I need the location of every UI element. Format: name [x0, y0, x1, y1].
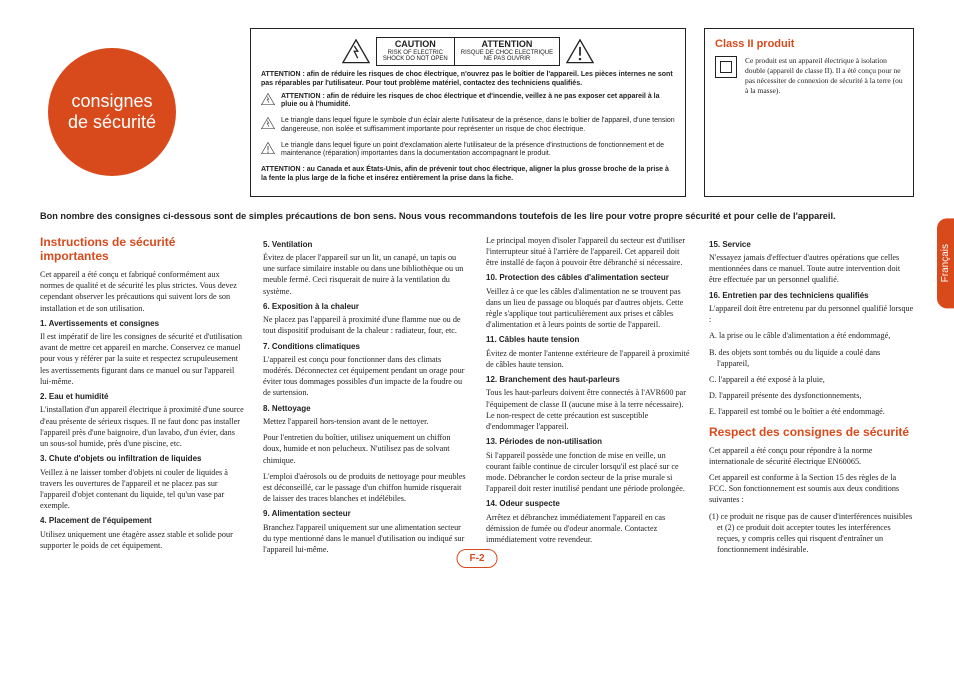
- body-text: L'emploi d'aérosols ou de produits de ne…: [263, 471, 468, 504]
- body-text: Veillez à ce que les câbles d'alimentati…: [486, 286, 691, 330]
- body-text: Cet appareil est conforme à la Section 1…: [709, 472, 914, 505]
- body-text: Ne placez pas l'appareil à proximité d'u…: [263, 314, 468, 336]
- column-1: Instructions de sécurité importantes Cet…: [40, 235, 245, 560]
- body-text: N'essayez jamais d'effectuer d'autres op…: [709, 252, 914, 285]
- class2-box: Class II produit Ce produit est un appar…: [704, 28, 914, 197]
- language-tab: Français: [937, 218, 954, 308]
- body-text: L'appareil est conçu pour fonctionner da…: [263, 354, 468, 398]
- column-2: 5. Ventilation Évitez de placer l'appare…: [263, 235, 468, 560]
- body-text: Évitez de placer l'appareil sur un lit, …: [263, 252, 468, 296]
- attention-sub1: RISQUE DE CHOC ELECTRIQUE: [461, 50, 553, 57]
- class2-icon: [715, 56, 737, 78]
- section-heading: Instructions de sécurité importantes: [40, 235, 245, 264]
- item-title: 5. Ventilation: [263, 240, 468, 251]
- body-text: Veillez à ne laisser tomber d'objets ni …: [40, 467, 245, 511]
- columns: Instructions de sécurité importantes Cet…: [40, 235, 914, 560]
- body-text: Si l'appareil possède une fonction de mi…: [486, 450, 691, 494]
- body-text: Mettez l'appareil hors-tension avant de …: [263, 416, 468, 427]
- body-text: Tous les haut-parleurs doivent être conn…: [486, 387, 691, 431]
- caution-label: CAUTION: [383, 40, 448, 50]
- item-title: 1. Avertissements et consignes: [40, 319, 245, 330]
- caution-sub2: SHOCK DO NOT OPEN: [383, 56, 448, 63]
- top-row: CAUTION RISK OF ELECTRIC SHOCK DO NOT OP…: [250, 28, 914, 197]
- body-text: Utilisez uniquement une étagère assez st…: [40, 529, 245, 551]
- item-title: 16. Entretien par des techniciens qualif…: [709, 291, 914, 302]
- title-badge: consignes de sécurité: [48, 48, 176, 176]
- column-3: Le principal moyen d'isoler l'appareil d…: [486, 235, 691, 560]
- intro-line: Bon nombre des consignes ci-dessous sont…: [40, 211, 914, 223]
- body-text: Le principal moyen d'isoler l'appareil d…: [486, 235, 691, 268]
- caution-body: ATTENTION : afin de réduire les risques …: [261, 71, 675, 184]
- item-title: 3. Chute d'objets ou infiltration de liq…: [40, 454, 245, 465]
- caution-header: CAUTION RISK OF ELECTRIC SHOCK DO NOT OP…: [261, 37, 675, 66]
- page: consignes de sécurité Français CAUTION R…: [0, 0, 954, 580]
- body-text: L'appareil doit être entretenu par du pe…: [709, 303, 914, 325]
- item-title: 6. Exposition à la chaleur: [263, 302, 468, 313]
- item-title: 4. Placement de l'équipement: [40, 516, 245, 527]
- item-title: 9. Alimentation secteur: [263, 509, 468, 520]
- caution-p4: Le triangle dans lequel figure un point …: [281, 142, 675, 160]
- item-title: 10. Protection des câbles d'alimentation…: [486, 273, 691, 284]
- caution-p2: ATTENTION : afin de réduire les risques …: [281, 93, 675, 111]
- lightning-triangle-icon: [261, 93, 275, 105]
- badge-line1: consignes: [71, 91, 152, 111]
- body-text: (1) ce produit ne risque pas de causer d…: [709, 511, 914, 555]
- item-title: 15. Service: [709, 240, 914, 251]
- page-number: F-2: [457, 549, 498, 568]
- body-text: Branchez l'appareil uniquement sur une a…: [263, 522, 468, 555]
- exclamation-triangle-icon: [566, 40, 594, 64]
- item-title: 14. Odeur suspecte: [486, 499, 691, 510]
- attention-label: ATTENTION: [461, 40, 553, 50]
- list-item: B. des objets sont tombés ou du liquide …: [709, 347, 914, 369]
- section-heading: Respect des consignes de sécurité: [709, 425, 914, 439]
- body-text: Cet appareil a été conçu pour répondre à…: [709, 445, 914, 467]
- item-title: 12. Branchement des haut-parleurs: [486, 375, 691, 386]
- caution-sub1: RISK OF ELECTRIC: [383, 50, 448, 57]
- item-title: 11. Câbles haute tension: [486, 335, 691, 346]
- item-title: 13. Périodes de non-utilisation: [486, 437, 691, 448]
- item-title: 8. Nettoyage: [263, 404, 468, 415]
- body-text: Il est impératif de lire les consignes d…: [40, 331, 245, 386]
- caution-title-block: CAUTION RISK OF ELECTRIC SHOCK DO NOT OP…: [376, 37, 560, 66]
- list-item: E. l'appareil est tombé ou le boîtier a …: [709, 406, 914, 417]
- lightning-triangle-icon: [342, 40, 370, 64]
- list-item: C. l'appareil a été exposé à la pluie,: [709, 374, 914, 385]
- class2-title: Class II produit: [715, 37, 903, 51]
- class2-text: Ce produit est un appareil électrique à …: [745, 56, 903, 95]
- body-text: Cet appareil a été conçu et fabriqué con…: [40, 269, 245, 313]
- attention-sub2: NE PAS OUVRIR: [461, 56, 553, 63]
- lightning-triangle-icon: [261, 117, 275, 129]
- exclamation-triangle-icon: [261, 142, 275, 154]
- caution-box: CAUTION RISK OF ELECTRIC SHOCK DO NOT OP…: [250, 28, 686, 197]
- badge-line2: de sécurité: [68, 112, 156, 132]
- caution-p3: Le triangle dans lequel figure le symbol…: [281, 117, 675, 135]
- item-title: 7. Conditions climatiques: [263, 342, 468, 353]
- column-4: 15. Service N'essayez jamais d'effectuer…: [709, 235, 914, 560]
- body-text: L'installation d'un appareil électrique …: [40, 404, 245, 448]
- list-item: D. l'appareil présente des dysfonctionne…: [709, 390, 914, 401]
- body-text: Arrêtez et débranchez immédiatement l'ap…: [486, 512, 691, 545]
- item-title: 2. Eau et humidité: [40, 392, 245, 403]
- list-item: A. la prise ou le câble d'alimentation a…: [709, 330, 914, 341]
- body-text: Pour l'entretien du boîtier, utilisez un…: [263, 432, 468, 465]
- caution-p1: ATTENTION : afin de réduire les risques …: [261, 71, 675, 89]
- caution-p5: ATTENTION : au Canada et aux États-Unis,…: [261, 166, 675, 184]
- body-text: Évitez de monter l'antenne extérieure de…: [486, 348, 691, 370]
